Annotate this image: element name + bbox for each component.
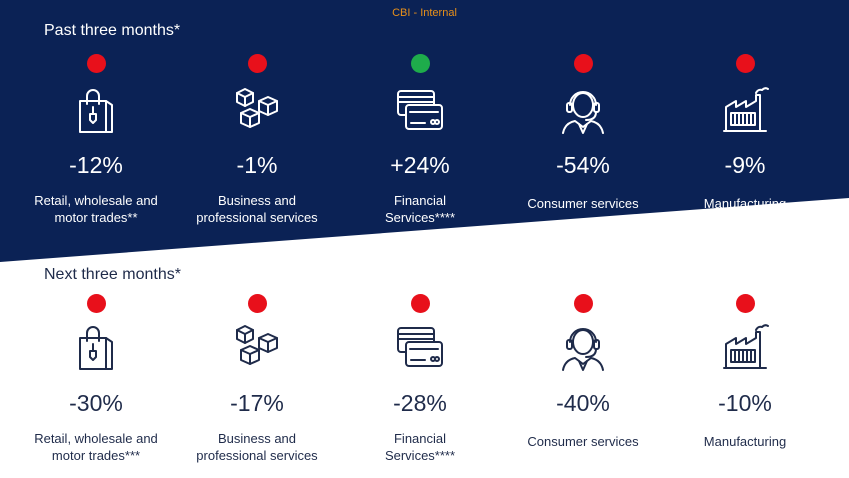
sector-label-line1: Consumer services: [527, 196, 639, 211]
boxes-icon: [232, 322, 282, 372]
percentage-value: -40%: [556, 390, 610, 416]
shopping-bag-icon: [71, 85, 121, 135]
sector-label-line1: Business and: [217, 431, 297, 446]
boxes-icon: [232, 85, 282, 135]
sector-label-line1: Retail, wholesale and: [34, 193, 158, 208]
percentage-value: -1%: [236, 152, 278, 178]
sector-label-line1: Manufacturing: [703, 434, 787, 449]
sector-label-line1: Financial: [393, 193, 447, 208]
red-status-dot: [86, 54, 106, 73]
sector-label-line2: Services****: [384, 448, 456, 463]
red-status-dot: [247, 54, 267, 73]
percentage-value: -30%: [69, 390, 123, 416]
percentage-value: -12%: [69, 152, 123, 178]
red-status-dot: [86, 294, 106, 313]
percentage-value: -17%: [230, 390, 284, 416]
sector-label: Retail, wholesale and motor trades***: [16, 430, 176, 464]
shopping-bag-icon: [71, 322, 121, 372]
red-status-dot: [573, 54, 593, 73]
red-status-dot: [247, 294, 267, 313]
sector-label: Manufacturing: [665, 195, 825, 212]
dark-banner: [0, 0, 849, 262]
sector-label-line1: Business and: [217, 193, 297, 208]
credit-cards-icon: [395, 85, 445, 135]
sector-label: Financial Services****: [340, 192, 500, 226]
sector-label: Business and professional services: [177, 430, 337, 464]
sector-label: Consumer services: [503, 433, 663, 450]
percentage-value: -54%: [556, 152, 610, 178]
headset-agent-icon: [558, 85, 608, 135]
sector-label-line2: motor trades***: [51, 448, 141, 463]
sector-label-line2: Services****: [384, 210, 456, 225]
sector-label-line1: Consumer services: [527, 434, 639, 449]
red-status-dot: [410, 294, 430, 313]
factory-icon: [720, 322, 770, 372]
sector-label: Business and professional services: [177, 192, 337, 226]
red-status-dot: [573, 294, 593, 313]
classification-label: CBI - Internal: [392, 7, 457, 19]
past-three-months-title: Past three months*: [44, 22, 181, 39]
percentage-value: -28%: [393, 390, 447, 416]
sector-label-line1: Financial: [393, 431, 447, 446]
sector-label: Financial Services****: [340, 430, 500, 464]
percentage-value: +24%: [390, 152, 450, 178]
red-status-dot: [735, 54, 755, 73]
sector-label-line1: Retail, wholesale and: [34, 431, 158, 446]
next-three-months-title: Next three months*: [44, 266, 181, 283]
headset-agent-icon: [558, 322, 608, 372]
red-status-dot: [735, 294, 755, 313]
percentage-value: -9%: [724, 152, 766, 178]
sector-label-line2: professional services: [196, 448, 318, 463]
percentage-value: -10%: [718, 390, 772, 416]
sector-label: Consumer services: [503, 195, 663, 212]
green-status-dot: [410, 54, 430, 73]
sector-label-line1: Manufacturing: [703, 196, 787, 211]
sector-label-line2: professional services: [196, 210, 318, 225]
factory-icon: [720, 85, 770, 135]
credit-cards-icon: [395, 322, 445, 372]
sector-label: Retail, wholesale and motor trades**: [16, 192, 176, 226]
sector-label-line2: motor trades**: [54, 210, 138, 225]
sector-label: Manufacturing: [665, 433, 825, 450]
